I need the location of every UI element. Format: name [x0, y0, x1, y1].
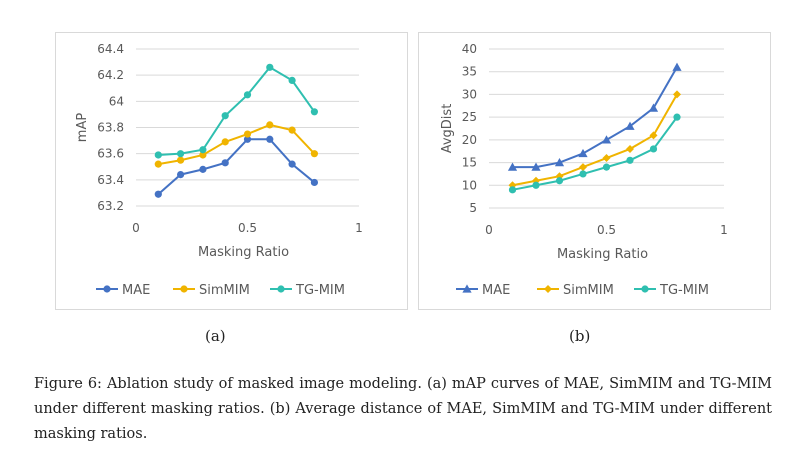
x-tick-label: 0 — [132, 221, 140, 235]
data-point-tg-mim — [266, 63, 274, 71]
data-point-simmim — [649, 131, 658, 140]
series-line-mae — [157, 138, 316, 195]
data-point-mae — [648, 103, 659, 112]
y-tick-label: 63.4 — [97, 173, 124, 187]
chart-a-svg: 63.2 63.4 63.6 63.8 64 64.2 64.4 0 0.5 1 Masking R… — [75, 42, 363, 298]
legend-label-simmim: SimMIM — [199, 283, 250, 298]
y-axis-title: AvgDist — [440, 104, 455, 154]
data-point-simmim — [243, 130, 252, 138]
chart-panel-b: 5 10 15 20 25 30 35 40 0 0.5 1 Masking Ratio AvgDist… — [418, 32, 771, 310]
x-tick-label: 0.5 — [597, 223, 616, 237]
data-point-tg-mim — [579, 170, 587, 178]
series-line-simmim — [512, 93, 678, 187]
x-tick-label: 0 — [485, 223, 493, 237]
legend-marker-mae — [462, 284, 472, 293]
y-tick-label: 35 — [462, 65, 477, 79]
legend-label-simmim: SimMIM — [563, 283, 614, 298]
legend-marker-tg-mim — [277, 285, 285, 293]
series-line-tg-mim — [512, 116, 678, 191]
data-point-tg-mim — [602, 163, 611, 171]
chart-panel-a: 63.2 63.4 63.6 63.8 64 64.2 64.4 0 0.5 1 Masking R… — [55, 32, 408, 310]
data-point-mae — [177, 171, 185, 179]
data-point-tg-mim — [221, 112, 229, 120]
data-point-tg-mim — [626, 156, 634, 164]
legend-marker-simmim — [180, 285, 188, 293]
subfigure-label-b: (b) — [569, 327, 591, 345]
legend-label-mae: MAE — [482, 283, 510, 298]
y-axis-title: mAP — [75, 113, 90, 143]
y-tick-label: 64 — [109, 94, 124, 108]
data-point-tg-mim — [177, 150, 185, 158]
data-point-mae — [672, 62, 682, 71]
y-tick-label: 63.8 — [97, 121, 124, 135]
data-point-mae — [554, 157, 565, 167]
series-line-simmim — [158, 123, 316, 166]
data-point-simmim — [602, 154, 611, 163]
data-point-mae — [578, 148, 588, 158]
x-tick-label: 0.5 — [238, 221, 257, 235]
chart-b-svg: 5 10 15 20 25 30 35 40 0 0.5 1 Masking Ratio AvgDist… — [440, 42, 728, 298]
data-point-simmim — [310, 150, 318, 158]
data-point-tg-mim — [532, 181, 540, 189]
data-point-mae — [243, 135, 252, 143]
x-tick-label: 1 — [355, 221, 363, 235]
data-point-mae — [507, 162, 518, 171]
legend-label-tg-mim: TG-MIM — [295, 283, 345, 298]
data-point-simmim — [673, 90, 681, 99]
data-point-mae — [601, 135, 612, 144]
y-tick-label: 5 — [469, 201, 477, 215]
y-tick-label: 15 — [462, 156, 477, 170]
data-point-mae — [288, 160, 296, 168]
data-point-mae — [625, 121, 635, 130]
subfigure-label-a: (a) — [205, 327, 226, 345]
y-tick-label: 10 — [462, 178, 477, 192]
data-point-tg-mim — [310, 108, 318, 116]
x-axis-title: Masking Ratio — [198, 245, 289, 260]
x-axis-title: Masking Ratio — [557, 247, 648, 262]
data-point-mae — [154, 190, 162, 198]
y-tick-label: 63.6 — [97, 147, 124, 161]
data-point-tg-mim — [508, 186, 517, 194]
data-point-tg-mim — [649, 145, 658, 153]
data-point-simmim — [579, 163, 587, 172]
data-point-tg-mim — [243, 91, 252, 99]
data-point-simmim — [266, 121, 274, 129]
legend-marker-simmim — [544, 285, 552, 293]
legend-label-tg-mim: TG-MIM — [659, 283, 709, 298]
data-point-tg-mim — [199, 146, 207, 154]
data-point-tg-mim — [673, 113, 681, 121]
data-point-tg-mim — [288, 76, 296, 84]
x-tick-label: 1 — [720, 223, 728, 237]
y-tick-label: 63.2 — [97, 199, 124, 213]
legend-label-mae: MAE — [122, 283, 150, 298]
y-tick-label: 30 — [462, 87, 477, 101]
series-line-tg-mim — [158, 66, 316, 156]
legend-marker-tg-mim — [641, 285, 649, 293]
data-point-mae — [310, 178, 318, 187]
data-point-mae — [221, 159, 229, 167]
legend-marker-mae — [103, 285, 111, 293]
data-point-simmim — [199, 151, 207, 159]
y-tick-label: 25 — [462, 110, 477, 124]
y-tick-label: 64.2 — [97, 68, 124, 82]
y-tick-label: 20 — [462, 133, 477, 147]
data-point-mae — [199, 165, 207, 173]
data-point-tg-mim — [154, 151, 162, 159]
data-point-simmim — [288, 126, 296, 134]
y-tick-label: 64.4 — [97, 42, 124, 56]
data-point-simmim — [221, 138, 229, 146]
data-point-mae — [531, 162, 541, 171]
y-tick-label: 40 — [462, 42, 477, 56]
figure-caption: Figure 6: Ablation study of masked image… — [34, 376, 772, 442]
data-point-simmim — [154, 160, 162, 168]
data-point-simmim — [177, 156, 185, 164]
data-point-simmim — [626, 144, 634, 153]
data-point-tg-mim — [555, 177, 564, 185]
data-point-mae — [266, 135, 274, 143]
